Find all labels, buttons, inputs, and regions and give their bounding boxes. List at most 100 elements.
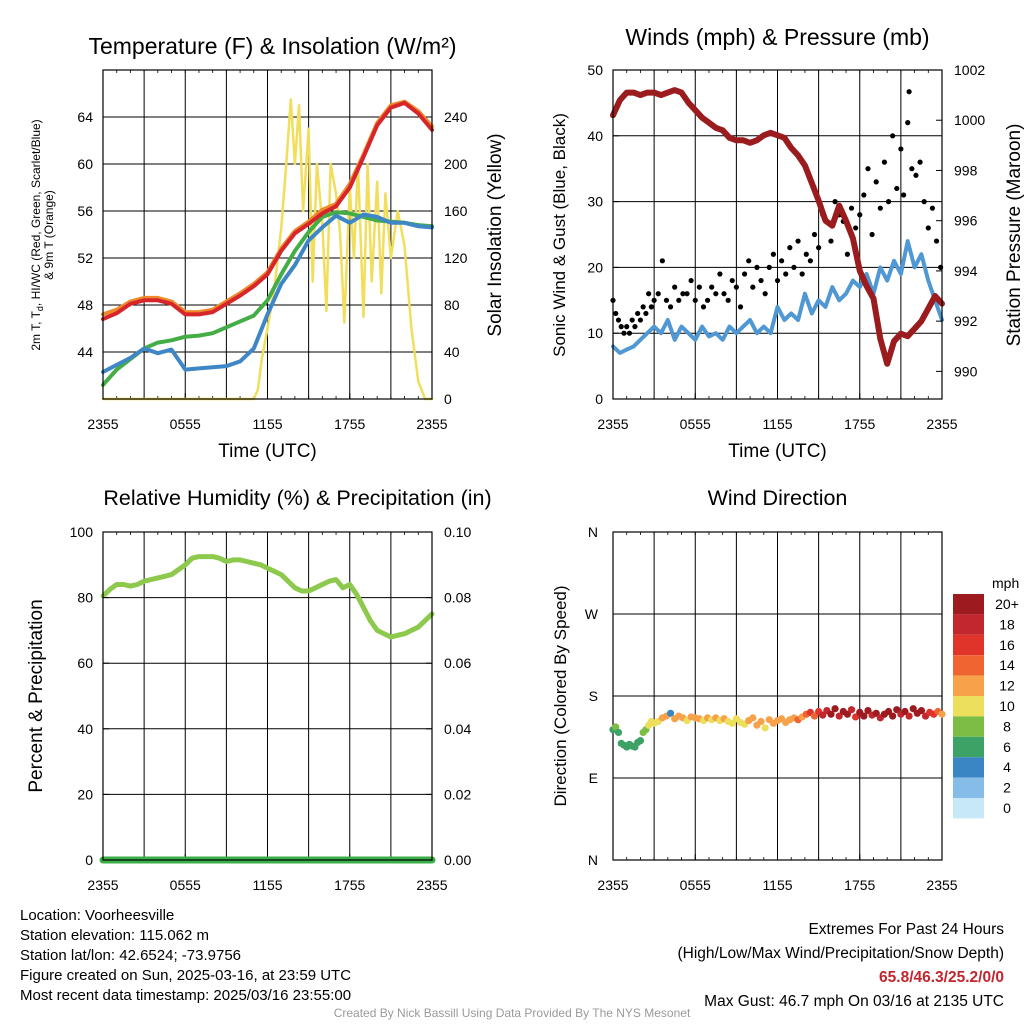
y-tick-label: E [589, 770, 598, 786]
y2-axis-label: Station Pressure (Maroon) [1004, 124, 1024, 347]
gust-point [877, 205, 883, 211]
gust-point [624, 324, 630, 330]
y-tick-label: N [588, 524, 598, 540]
direction-point [889, 712, 897, 720]
y-axis-label: 2m T, Td, HI/WC (Red, Green, Scarlet/Blu… [29, 119, 45, 350]
legend-label: 18 [999, 616, 1015, 632]
gust-point [717, 271, 723, 277]
direction-point [749, 714, 757, 722]
x-tick-label: 0555 [170, 416, 201, 432]
y-tick-label: 40 [587, 128, 603, 144]
legend-swatch [953, 655, 984, 676]
x-tick-label: 2355 [87, 416, 118, 432]
x-tick-label: 1755 [334, 416, 365, 432]
gust-point [925, 225, 931, 231]
plot-border [612, 69, 943, 400]
x-tick-label: 2355 [597, 416, 628, 432]
direction-point [612, 723, 620, 731]
sonic-wind-line [611, 239, 944, 355]
legend-swatch [953, 614, 984, 635]
direction-point [827, 710, 835, 718]
gust-point [807, 258, 814, 264]
chart-title: Winds (mph) & Pressure (mb) [625, 24, 929, 50]
y-axis-label-line2: & 9m T (Orange) [42, 190, 56, 280]
legend-label: 6 [1003, 739, 1011, 755]
gust-point [635, 310, 641, 317]
gust-point [700, 304, 707, 310]
gust-point [853, 225, 859, 231]
gust-point [663, 297, 670, 303]
y2-tick-label: 200 [444, 156, 468, 172]
gust-point [861, 192, 867, 198]
direction-point [831, 705, 839, 713]
y-tick-label: 0 [595, 391, 603, 407]
y-tick-label: S [589, 688, 598, 704]
gust-point [905, 120, 911, 126]
y2-tick-label: 40 [444, 344, 460, 360]
gust-point [913, 172, 919, 178]
wind-direction-panel: 2355 0555 1155 1755 2355 N E S W N Wind Direction D… [551, 486, 1019, 893]
gust-point [692, 297, 698, 303]
y2-axis-label: Solar Insolation (Yellow) [485, 133, 506, 336]
x-tick-label: 1755 [844, 877, 875, 893]
y2-tick-label: 0.02 [444, 786, 471, 802]
gust-point [643, 310, 649, 317]
y-tick-label: 100 [70, 524, 94, 540]
gust-point [613, 310, 619, 317]
direction-point [761, 724, 769, 732]
figure-created: Figure created on Sun, 2025-03-16, at 23… [20, 967, 352, 984]
station-info: Location: Voorheesville Station elevatio… [20, 906, 351, 1006]
gust-point [783, 271, 789, 277]
gust-point [632, 324, 638, 330]
gust-point [909, 166, 915, 172]
legend-swatch [953, 675, 984, 696]
y2-tick-label: 0.06 [444, 655, 471, 671]
y-tick-label: 40 [77, 721, 93, 737]
direction-point [905, 712, 913, 720]
gust-point [742, 271, 748, 277]
extremes-heading: Extremes For Past 24 Hours [808, 921, 1004, 938]
gust-point [917, 159, 923, 165]
chart-title: Temperature (F) & Insolation (W/m²) [88, 33, 456, 59]
direction-point [938, 710, 946, 718]
y2-tick-label: 80 [444, 297, 460, 313]
y-axis-label: Percent & Precipitation [26, 599, 47, 792]
y-tick-label: 20 [77, 786, 93, 802]
direction-point [757, 717, 765, 726]
gust-point [615, 317, 622, 323]
gust-point [646, 291, 652, 297]
gust-point [894, 185, 900, 192]
gust-point [869, 231, 875, 238]
x-tick-label: 2355 [926, 877, 957, 893]
plot-border [102, 531, 433, 861]
direction-point [666, 709, 675, 717]
extremes-values: 65.8/46.3/25.2/0/0 [879, 969, 1004, 986]
x-tick-label: 2355 [87, 877, 118, 893]
plot-border [102, 69, 433, 400]
legend-swatch [953, 798, 984, 819]
direction-point [917, 706, 926, 715]
gust-point [811, 231, 818, 238]
y2-tick-label: 120 [444, 250, 468, 266]
gust-point [680, 291, 686, 297]
legend-label: 2 [1003, 780, 1011, 796]
y-tick-label: 52 [77, 250, 93, 266]
y2-tick-label: 994 [954, 263, 978, 279]
gust-point [637, 317, 644, 323]
x-tick-label: 1155 [252, 877, 282, 893]
y2-tick-label: 240 [444, 109, 468, 125]
gust-point [881, 159, 888, 165]
legend-swatch [953, 594, 984, 615]
y-tick-label: 60 [77, 156, 93, 172]
gust-point [667, 304, 674, 310]
series-line-hi-wc [101, 212, 434, 374]
gust-point [655, 291, 661, 297]
gust-point [640, 304, 646, 310]
gust-point [684, 291, 690, 297]
gust-point [898, 146, 904, 152]
y2-tick-label: 0.00 [444, 852, 471, 868]
winds-pressure-panel: 2355 0555 1155 1755 2355 0 10 20 30 40 50 990 992 994… [550, 24, 1024, 462]
most-recent-timestamp: Most recent data timestamp: 2025/03/16 2… [20, 987, 352, 1004]
gust-point [766, 264, 772, 270]
y2-tick-label: 998 [954, 162, 978, 178]
